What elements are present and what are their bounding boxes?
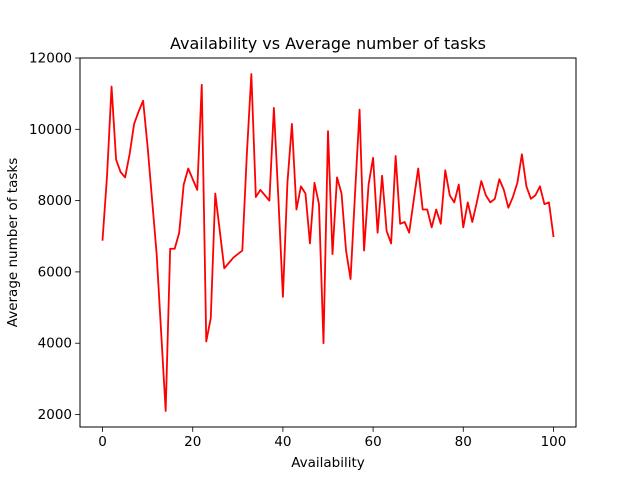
y-tick-label: 8000 (38, 193, 72, 209)
x-tick-label: 20 (184, 434, 201, 450)
y-tick-label: 12000 (29, 51, 72, 67)
x-axis-label: Availability (291, 455, 365, 471)
x-tick-label: 40 (274, 434, 291, 450)
y-axis-ticks: 2000 4000 6000 8000 10000 12000 (29, 51, 80, 424)
y-tick-label: 10000 (29, 122, 72, 138)
y-axis-label: Average number of tasks (5, 158, 21, 327)
axes-frame (80, 58, 576, 427)
series-line-0 (103, 74, 554, 411)
chart-title: Availability vs Average number of tasks (170, 34, 486, 53)
x-tick-label: 60 (364, 434, 381, 450)
y-tick-label: 4000 (38, 336, 72, 352)
x-tick-label: 0 (98, 434, 107, 450)
x-tick-label: 100 (541, 434, 567, 450)
x-axis-ticks: 0 20 40 60 80 100 (98, 427, 566, 450)
plot-area (103, 74, 554, 411)
x-tick-label: 80 (455, 434, 472, 450)
y-tick-label: 6000 (38, 264, 72, 280)
y-tick-label: 2000 (38, 407, 72, 423)
